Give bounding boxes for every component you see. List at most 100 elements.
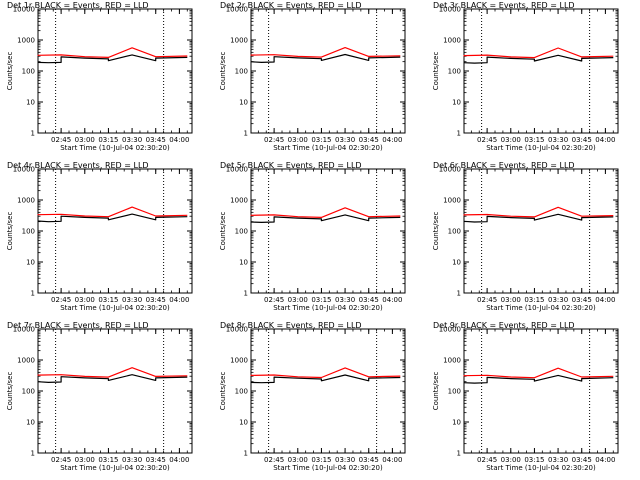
- y-tick-label: 10: [452, 99, 461, 107]
- y-tick-label: 10: [26, 259, 35, 267]
- y-tick-label: 1000: [230, 357, 248, 365]
- y-tick-label: 10000: [13, 326, 35, 334]
- y-tick-label: 100: [235, 388, 248, 396]
- plot-frame: [37, 8, 193, 134]
- x-tick-label: 03:45: [359, 296, 379, 304]
- y-tick-label: 100: [235, 228, 248, 236]
- y-tick-label: 10000: [226, 326, 248, 334]
- y-axis-label: Counts/sec: [6, 372, 14, 411]
- x-tick-label: 03:15: [524, 136, 544, 144]
- y-tick-label: 10: [239, 99, 248, 107]
- y-tick-label: 10: [239, 419, 248, 427]
- x-tick-label: 03:15: [311, 456, 331, 464]
- x-tick-label: 04:00: [382, 136, 402, 144]
- lld-series-line: [37, 47, 188, 59]
- y-tick-label: 1: [31, 290, 35, 298]
- y-tick-label: 10: [26, 419, 35, 427]
- x-tick-label: 04:00: [382, 296, 402, 304]
- plot-frame: [37, 328, 193, 454]
- y-axis-label: Counts/sec: [219, 212, 227, 251]
- chart-svg: Det 6r BLACK = Events, RED = LLD 1 10 100 10…: [432, 161, 619, 312]
- chart-svg: Det 1r BLACK = Events, RED = LLD 1 10 100 10…: [6, 1, 193, 152]
- x-tick-label: 04:00: [595, 456, 615, 464]
- plot-frame: [250, 8, 406, 134]
- plot-frame: [463, 168, 619, 294]
- x-tick-label: 03:30: [335, 136, 355, 144]
- x-tick-label: 03:00: [288, 136, 308, 144]
- y-axis-label: Counts/sec: [6, 52, 14, 91]
- x-tick-label: 03:30: [548, 296, 568, 304]
- lld-series-line: [463, 47, 614, 59]
- chart-panel-3: Det 3r BLACK = Events, RED = LLD 1 10 100 10…: [426, 0, 639, 160]
- x-tick-label: 03:15: [524, 456, 544, 464]
- chart-title: Det 9r BLACK = Events, RED = LLD: [433, 321, 575, 330]
- events-series-line: [37, 54, 188, 64]
- chart-panel-6: Det 6r BLACK = Events, RED = LLD 1 10 100 10…: [426, 160, 639, 320]
- y-tick-label: 1000: [17, 197, 35, 205]
- chart-title: Det 5r BLACK = Events, RED = LLD: [220, 161, 362, 170]
- x-tick-label: 04:00: [595, 296, 615, 304]
- x-tick-label: 03:45: [572, 136, 592, 144]
- x-tick-label: 03:00: [75, 456, 95, 464]
- chart-panel-8: Det 8r BLACK = Events, RED = LLD 1 10 100 10…: [213, 320, 426, 480]
- events-series-line: [37, 374, 188, 384]
- y-tick-label: 1000: [443, 197, 461, 205]
- x-axis-label: Start Time (10-Jul-04 02:30:20): [273, 144, 383, 152]
- x-tick-label: 03:30: [335, 296, 355, 304]
- x-tick-label: 03:30: [335, 456, 355, 464]
- lld-series-line: [463, 367, 614, 379]
- y-tick-label: 100: [22, 388, 35, 396]
- x-tick-label: 03:30: [548, 136, 568, 144]
- x-tick-label: 04:00: [595, 136, 615, 144]
- x-axis-label: Start Time (10-Jul-04 02:30:20): [486, 464, 596, 472]
- chart-title: Det 4r BLACK = Events, RED = LLD: [7, 161, 149, 170]
- x-tick-label: 03:00: [288, 296, 308, 304]
- y-axis-label: Counts/sec: [6, 212, 14, 251]
- x-tick-label: 03:45: [359, 456, 379, 464]
- chart-title: Det 6r BLACK = Events, RED = LLD: [433, 161, 575, 170]
- y-axis-label: Counts/sec: [432, 212, 440, 251]
- x-tick-label: 03:30: [122, 136, 142, 144]
- chart-svg: Det 8r BLACK = Events, RED = LLD 1 10 100 10…: [219, 321, 406, 472]
- chart-svg: Det 9r BLACK = Events, RED = LLD 1 10 100 10…: [432, 321, 619, 472]
- x-tick-label: 02:45: [264, 136, 284, 144]
- y-tick-label: 100: [22, 228, 35, 236]
- y-tick-label: 100: [235, 68, 248, 76]
- y-axis-label: Counts/sec: [432, 372, 440, 411]
- chart-panel-2: Det 2r BLACK = Events, RED = LLD 1 10 100 10…: [213, 0, 426, 160]
- x-tick-label: 03:15: [311, 136, 331, 144]
- x-tick-label: 02:45: [264, 456, 284, 464]
- y-tick-label: 1: [457, 450, 461, 458]
- lld-series-line: [37, 367, 188, 378]
- y-axis-label: Counts/sec: [219, 52, 227, 91]
- y-tick-label: 10000: [226, 6, 248, 14]
- chart-title: Det 1r BLACK = Events, RED = LLD: [7, 1, 149, 10]
- y-tick-label: 1000: [17, 357, 35, 365]
- x-tick-label: 04:00: [382, 456, 402, 464]
- events-series-line: [463, 374, 614, 384]
- x-tick-label: 03:15: [311, 296, 331, 304]
- x-tick-label: 02:45: [51, 296, 71, 304]
- y-tick-label: 10000: [13, 6, 35, 14]
- x-tick-label: 03:30: [122, 296, 142, 304]
- lld-series-line: [463, 206, 614, 218]
- y-tick-label: 1: [31, 450, 35, 458]
- y-tick-label: 100: [448, 388, 461, 396]
- y-tick-label: 10000: [439, 6, 461, 14]
- y-tick-label: 1: [457, 130, 461, 138]
- y-tick-label: 1000: [230, 37, 248, 45]
- chart-panel-9: Det 9r BLACK = Events, RED = LLD 1 10 100 10…: [426, 320, 639, 480]
- y-tick-label: 10000: [13, 166, 35, 174]
- x-axis-label: Start Time (10-Jul-04 02:30:20): [60, 304, 170, 312]
- x-tick-label: 02:45: [51, 136, 71, 144]
- chart-panel-4: Det 4r BLACK = Events, RED = LLD 1 10 100 10…: [0, 160, 213, 320]
- plot-frame: [250, 168, 406, 294]
- y-tick-label: 1: [244, 450, 248, 458]
- events-series-line: [463, 213, 614, 223]
- y-tick-label: 1: [31, 130, 35, 138]
- y-axis-label: Counts/sec: [219, 372, 227, 411]
- y-tick-label: 100: [448, 228, 461, 236]
- chart-panel-5: Det 5r BLACK = Events, RED = LLD 1 10 100 10…: [213, 160, 426, 320]
- y-tick-label: 1000: [17, 37, 35, 45]
- plot-frame: [463, 8, 619, 134]
